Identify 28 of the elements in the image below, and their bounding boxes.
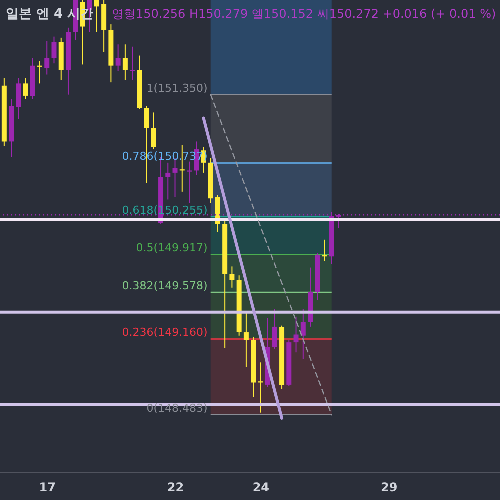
candlestick bbox=[294, 316, 299, 354]
candlestick bbox=[322, 239, 328, 262]
ref-line-label: 0.382(149.578) bbox=[122, 280, 208, 293]
text: 영형150.256 H150.279 엘150.152 씨150.272 +0.016 (+ 0.01 %) bbox=[112, 7, 496, 21]
candlestick bbox=[300, 308, 306, 360]
ref-line-label: 0.236(149.160) bbox=[122, 326, 208, 340]
candlestick bbox=[122, 44, 128, 81]
candlestick bbox=[44, 40, 50, 76]
ref-line-label: 0.5(149.917) bbox=[136, 242, 208, 255]
candlestick bbox=[230, 266, 235, 288]
candlestick bbox=[244, 312, 249, 368]
ref-line-label: 1(151.350) bbox=[146, 82, 208, 95]
candlestick bbox=[116, 44, 121, 72]
candlestick bbox=[258, 362, 264, 414]
x-tick-label: 22 bbox=[167, 480, 184, 494]
candlestick bbox=[186, 161, 192, 204]
candlestick bbox=[38, 60, 43, 84]
x-tick-label: 29 bbox=[380, 480, 398, 494]
x-tick-label: 24 bbox=[252, 480, 270, 494]
candlestick bbox=[130, 46, 136, 81]
candlestick bbox=[272, 308, 278, 350]
candlestick bbox=[23, 78, 28, 100]
candlestick bbox=[166, 162, 171, 200]
candlestick bbox=[52, 36, 57, 64]
x-tick-label: 17 bbox=[39, 480, 56, 494]
candlestick bbox=[151, 112, 156, 150]
candlestick bbox=[16, 78, 22, 120]
candlestick bbox=[94, 0, 100, 33]
